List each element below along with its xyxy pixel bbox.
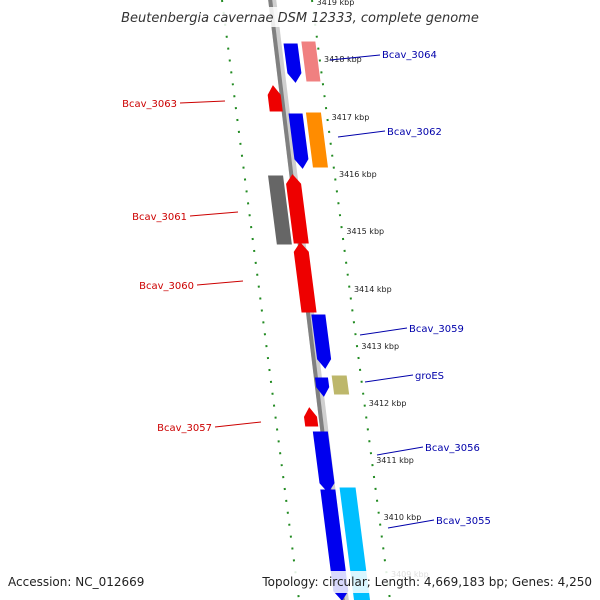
gene-feature-bcav-3057[interactable] xyxy=(303,407,319,427)
topology-text: Topology: circular; Length: 4,669,183 bp… xyxy=(261,575,592,589)
gene-layer xyxy=(267,41,371,600)
gene-label-leader xyxy=(179,100,226,104)
gene-feature-bcav-3063[interactable] xyxy=(267,85,283,112)
gene-label-leader xyxy=(359,327,408,336)
gene-feature-groes[interactable] xyxy=(314,377,330,397)
ruler-tick-label: 3411 kbp xyxy=(376,456,414,465)
gene-label-leader xyxy=(376,446,424,456)
gene-label-leader xyxy=(214,421,262,428)
gene-label-bcav-3060[interactable]: Bcav_3060 xyxy=(139,281,194,292)
gene-feature-bcav-3060[interactable] xyxy=(293,242,317,313)
gene-label-leader xyxy=(337,130,386,138)
ruler-outer-line xyxy=(221,0,300,600)
tick-label-backdrop xyxy=(381,512,426,523)
gene-label-bcav-3055[interactable]: Bcav_3055 xyxy=(436,516,491,527)
gene-feature-unnamed-10[interactable] xyxy=(331,375,350,395)
title-backdrop xyxy=(110,7,492,27)
label-layer: Bcav_3064 Bcav_3063 Bcav_3062 Bcav_3061 Bcav… xyxy=(122,50,491,529)
gene-label-leader xyxy=(189,211,239,217)
gene-label-bcav-3063[interactable]: Bcav_3063 xyxy=(122,99,177,110)
gene-feature-bcav-3059[interactable] xyxy=(311,314,332,369)
tick-label-backdrop xyxy=(329,112,374,123)
gene-feature-unnamed-4[interactable] xyxy=(305,112,328,168)
tick-layer: 3419 kbp 3418 kbp 3417 kbp 3416 kbp 3415 kbp… xyxy=(314,0,434,580)
tick-label-backdrop xyxy=(314,0,359,8)
footer-backdrop xyxy=(0,571,600,593)
ruler-tick-label: 3417 kbp xyxy=(332,113,370,122)
gene-label-bcav-3061[interactable]: Bcav_3061 xyxy=(132,212,187,223)
tick-label-backdrop xyxy=(351,284,396,295)
gene-feature-bcav-3064[interactable] xyxy=(283,43,302,83)
ruler-tick-label: 3412 kbp xyxy=(369,399,407,408)
map-body: 3419 kbp 3418 kbp 3417 kbp 3416 kbp 3415 kbp… xyxy=(122,0,491,600)
gene-feature-bcav-3061[interactable] xyxy=(268,175,292,245)
gene-label-leader xyxy=(387,519,435,529)
gene-label-leader xyxy=(329,54,381,61)
gene-label-bcav-3059[interactable]: Bcav_3059 xyxy=(409,324,464,335)
tick-label-backdrop xyxy=(359,341,404,352)
gene-label-leader xyxy=(196,280,244,286)
gene-feature-bcav-3062[interactable] xyxy=(288,113,309,169)
ruler-tick-label: 3410 kbp xyxy=(384,513,422,522)
accession-text: Accession: NC_012669 xyxy=(8,575,144,589)
gene-label-bcav-3057[interactable]: Bcav_3057 xyxy=(157,423,212,434)
gene-label-bcav-3056[interactable]: Bcav_3056 xyxy=(425,443,480,454)
ruler-tick-label: 3414 kbp xyxy=(354,285,392,294)
gene-label-leader xyxy=(364,374,414,383)
tick-label-backdrop xyxy=(374,455,419,466)
gene-feature-unnamed-1[interactable] xyxy=(301,41,321,82)
gene-label-groes[interactable]: groES xyxy=(415,371,444,382)
ruler-inner-line xyxy=(311,0,391,600)
gene-feature-bcav-3056[interactable] xyxy=(312,431,335,493)
gene-label-bcav-3064[interactable]: Bcav_3064 xyxy=(382,50,437,61)
tick-label-backdrop xyxy=(337,169,382,180)
ruler-tick-label: 3413 kbp xyxy=(361,342,399,351)
tick-label-backdrop xyxy=(344,226,389,237)
ruler-tick-label: 3418 kbp xyxy=(324,55,362,64)
gene-feature-unnamed-6[interactable] xyxy=(286,174,309,244)
ruler-tick-label: 3415 kbp xyxy=(346,227,384,236)
tick-label-backdrop xyxy=(366,398,411,409)
tick-label-backdrop xyxy=(322,54,367,65)
ruler-tick-label: 3419 kbp xyxy=(317,0,355,7)
ruler-tick-label: 3416 kbp xyxy=(339,170,377,179)
map-title: Beutenbergia cavernae DSM 12333, complet… xyxy=(121,11,479,26)
gene-label-bcav-3062[interactable]: Bcav_3062 xyxy=(387,127,442,138)
